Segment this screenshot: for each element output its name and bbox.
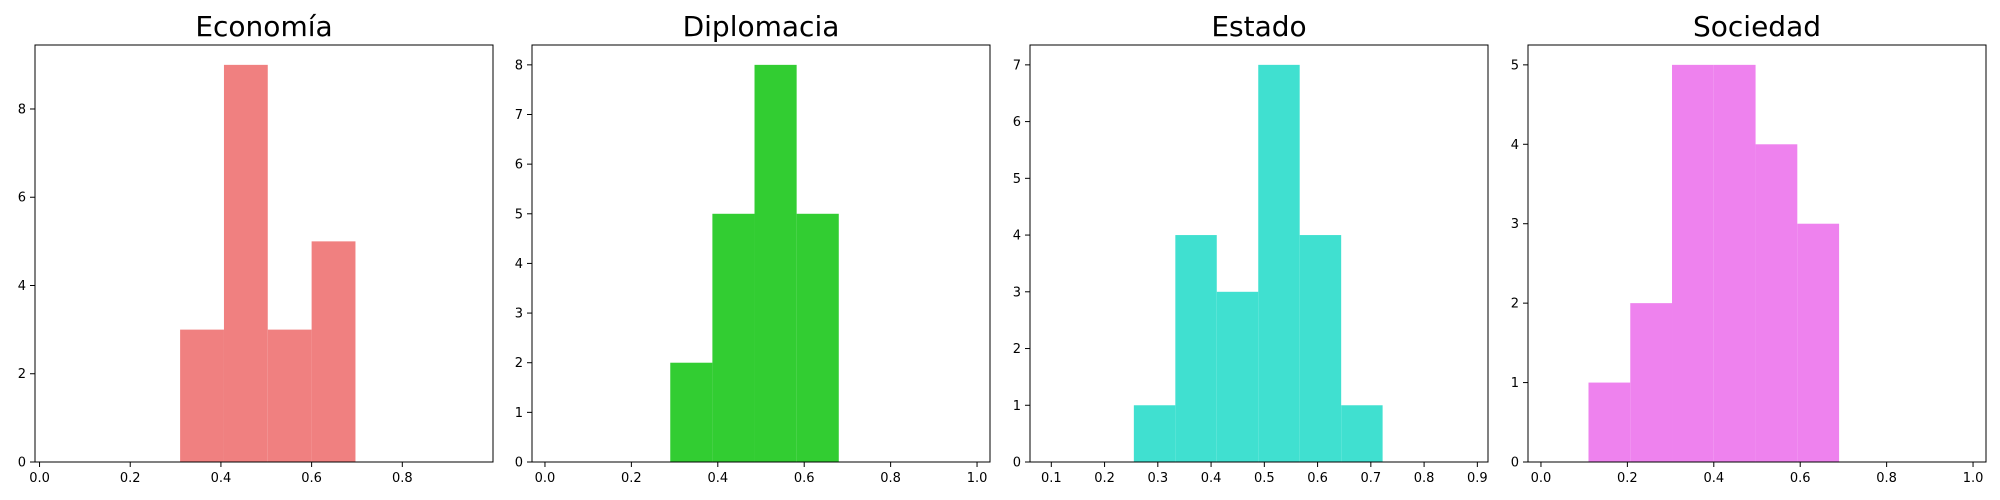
y-tick-label: 3	[1511, 217, 1519, 232]
y-tick-label: 4	[1013, 229, 1021, 244]
histogram-bar	[1175, 235, 1217, 462]
y-tick-label: 5	[1511, 58, 1519, 73]
x-tick-label: 0.3	[1147, 471, 1168, 486]
x-tick-label: 0.9	[1467, 471, 1488, 486]
histogram-bar	[1630, 303, 1673, 462]
y-tick-label: 4	[515, 257, 523, 272]
histogram-bar	[1797, 223, 1840, 462]
y-tick-label: 8	[18, 102, 26, 117]
x-tick-label: 0.4	[211, 471, 232, 486]
x-tick-label: 0.8	[880, 471, 901, 486]
histogram-bar	[1588, 382, 1631, 462]
x-tick-label: 0.2	[120, 471, 141, 486]
y-tick-label: 1	[1013, 399, 1021, 414]
plot-frame	[1527, 44, 1987, 463]
y-tick-label: 3	[1013, 285, 1021, 300]
subplot-4: Sociedad 0.0 0.2 0.4 0.6 0.8 1.0 0 1 2 3 4 5	[1511, 10, 1987, 486]
x-tick-label: 0.2	[1617, 471, 1638, 486]
y-tick-label: 8	[515, 58, 523, 73]
histogram-bar	[796, 213, 839, 462]
x-tick-label: 0.6	[1307, 471, 1328, 486]
histogram-bar	[1216, 291, 1259, 462]
y-tick-label: 5	[515, 207, 523, 222]
x-tick-label: 0.5	[1254, 471, 1275, 486]
x-tick-label: 0.1	[1041, 471, 1062, 486]
x-tick-label: 1.0	[1963, 471, 1984, 486]
y-tick-label: 4	[1511, 138, 1519, 153]
x-tick-label: 0.2	[1094, 471, 1115, 486]
y-tick-label: 6	[1013, 115, 1021, 130]
x-tick-label: 0.8	[1876, 471, 1897, 486]
histogram-bar	[223, 64, 268, 462]
subplot-title: Estado	[1211, 10, 1306, 43]
histogram-bar	[1258, 64, 1300, 462]
histogram-bar	[311, 241, 356, 462]
plot-frame	[1029, 44, 1489, 463]
x-tick-label: 0.4	[1201, 471, 1222, 486]
histogram-bar	[180, 329, 224, 462]
y-tick-label: 7	[1013, 58, 1021, 73]
subplot-2: Diplomacia 0.0 0.2 0.4 0.6 0.8 1.0 0 1 2 3 4 5 6 7 8	[515, 10, 991, 486]
y-tick-label: 2	[515, 356, 523, 371]
y-tick-label: 3	[515, 307, 523, 322]
histogram-bar	[267, 329, 312, 462]
y-tick-label: 1	[515, 406, 523, 421]
y-tick-label: 5	[1013, 172, 1021, 187]
x-tick-label: 0.0	[1531, 471, 1552, 486]
x-tick-label: 0.4	[707, 471, 728, 486]
y-tick-label: 1	[1511, 376, 1519, 391]
x-tick-label: 0.0	[535, 471, 556, 486]
y-tick-label: 0	[1013, 456, 1021, 471]
histogram-bar	[1755, 144, 1798, 463]
y-tick-label: 0	[18, 456, 26, 471]
histogram-bar	[1672, 64, 1714, 462]
subplot-1: Economía 0.0 0.2 0.4 0.6 0.8 0 2 4 6 8	[18, 10, 494, 486]
x-tick-label: 0.4	[1703, 471, 1724, 486]
subplot-title: Economía	[195, 10, 332, 43]
x-tick-label: 0.6	[794, 471, 815, 486]
y-tick-label: 2	[18, 367, 26, 382]
subplot-title: Diplomacia	[683, 10, 840, 43]
y-tick-label: 7	[515, 108, 523, 123]
histogram-bar	[670, 362, 713, 462]
y-tick-label: 4	[18, 279, 26, 294]
y-tick-label: 6	[515, 158, 523, 173]
histogram-bar	[1713, 64, 1756, 462]
y-tick-label: 2	[1013, 342, 1021, 357]
x-tick-label: 0.8	[1414, 471, 1435, 486]
histogram-bar	[754, 64, 797, 462]
x-tick-label: 0.8	[392, 471, 413, 486]
x-tick-label: 0.6	[301, 471, 322, 486]
y-tick-label: 0	[1511, 456, 1519, 471]
y-tick-label: 0	[515, 456, 523, 471]
histogram-bar	[1299, 235, 1342, 462]
plot-frame	[34, 44, 494, 463]
y-tick-label: 2	[1511, 297, 1519, 312]
subplot-title: Sociedad	[1693, 10, 1821, 43]
plot-frame	[531, 44, 991, 463]
histogram-bar	[1341, 405, 1383, 462]
subplot-3: Estado 0.1 0.2 0.3 0.4 0.5 0.6 0.7 0.8 0.9 0 1 2 3 4 5 6…	[1013, 10, 1489, 486]
x-tick-label: 1.0	[967, 471, 988, 486]
histogram-bar	[1133, 405, 1176, 462]
x-tick-label: 0.6	[1790, 471, 1811, 486]
x-tick-label: 0.2	[621, 471, 642, 486]
y-tick-label: 6	[18, 191, 26, 206]
x-tick-label: 0.0	[29, 471, 50, 486]
histogram-bar	[712, 213, 755, 462]
x-tick-label: 0.7	[1360, 471, 1381, 486]
